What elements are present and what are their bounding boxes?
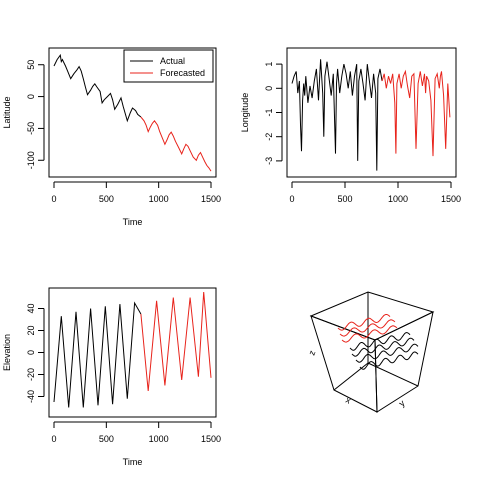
legend-box bbox=[123, 49, 214, 83]
y-tick-label: -1 bbox=[264, 108, 274, 116]
series-line-forecasted bbox=[140, 291, 212, 392]
panel-elevation: 0 500 1000 1500 40 20 0 -20 -40 Time Elevation bbox=[2, 287, 221, 467]
3d-curve bbox=[359, 351, 419, 370]
y-tick-label: 50 bbox=[26, 60, 36, 70]
y-tick-label: 0 bbox=[264, 86, 274, 91]
y-axis-title: Longitude bbox=[240, 93, 250, 133]
y-tick-label: -100 bbox=[26, 151, 36, 169]
plot-frame bbox=[48, 287, 217, 418]
panel-longitude: 0 500 1000 1500 1 0 -1 -2 -3 Longitude bbox=[240, 47, 461, 204]
legend-label: Actual bbox=[160, 56, 185, 66]
3d-trajectory bbox=[337, 314, 419, 370]
series-line-actual bbox=[53, 53, 142, 123]
plot-frame bbox=[286, 47, 457, 178]
x-tick-label: 0 bbox=[289, 194, 294, 204]
3d-curve bbox=[355, 343, 419, 363]
y-tick-label: 20 bbox=[26, 325, 36, 335]
3d-curve bbox=[351, 337, 415, 357]
x-tick-label: 500 bbox=[337, 194, 352, 204]
y-tick-label: -2 bbox=[264, 133, 274, 141]
x-tick-label: 1500 bbox=[441, 194, 461, 204]
x-tick-label: 0 bbox=[51, 434, 56, 444]
3d-curve bbox=[339, 319, 396, 337]
x-axis-title: Time bbox=[123, 217, 143, 227]
y-axis-title: Latitude bbox=[2, 96, 12, 128]
x-tick-label: 1000 bbox=[388, 194, 408, 204]
3d-y-axis-label: y bbox=[397, 398, 407, 409]
y-tick-label: 0 bbox=[26, 350, 36, 355]
3d-box-edge bbox=[333, 362, 369, 391]
x-tick-label: 1000 bbox=[149, 194, 169, 204]
3d-box-edge bbox=[367, 362, 419, 387]
y-tick-label: -3 bbox=[264, 157, 274, 165]
x-tick-label: 0 bbox=[51, 194, 56, 204]
y-tick-label: -40 bbox=[26, 390, 36, 403]
x-tick-label: 1500 bbox=[201, 434, 221, 444]
x-tick-label: 1000 bbox=[149, 434, 169, 444]
3d-x-axis-label: x bbox=[344, 395, 353, 406]
3d-curve bbox=[341, 325, 398, 343]
y-tick-label: 40 bbox=[26, 303, 36, 313]
y-tick-label: 1 bbox=[264, 62, 274, 67]
series-line-actual bbox=[53, 301, 142, 408]
legend-label: Forecasted bbox=[160, 68, 205, 78]
y-tick-label: -20 bbox=[26, 368, 36, 381]
series-line-forecasted bbox=[381, 69, 451, 157]
x-axis-title: Time bbox=[123, 457, 143, 467]
series-line-actual bbox=[291, 59, 383, 171]
y-tick-label: 0 bbox=[26, 94, 36, 99]
panel-3d: z x y bbox=[306, 291, 435, 413]
x-tick-label: 1500 bbox=[201, 194, 221, 204]
x-tick-label: 500 bbox=[99, 194, 114, 204]
y-tick-label: -50 bbox=[26, 122, 36, 135]
y-axis-title: Elevation bbox=[2, 334, 12, 371]
panel-latitude: 0 500 1000 1500500-50-100TimeLatitudeActual… bbox=[2, 47, 221, 227]
3d-box-back bbox=[309, 291, 435, 341]
3d-curve bbox=[337, 314, 391, 331]
series-line-forecasted bbox=[140, 116, 212, 172]
3d-z-axis-label: z bbox=[306, 349, 317, 357]
3d-curve bbox=[349, 332, 411, 351]
x-tick-label: 500 bbox=[99, 434, 114, 444]
plot-frame bbox=[48, 47, 217, 178]
